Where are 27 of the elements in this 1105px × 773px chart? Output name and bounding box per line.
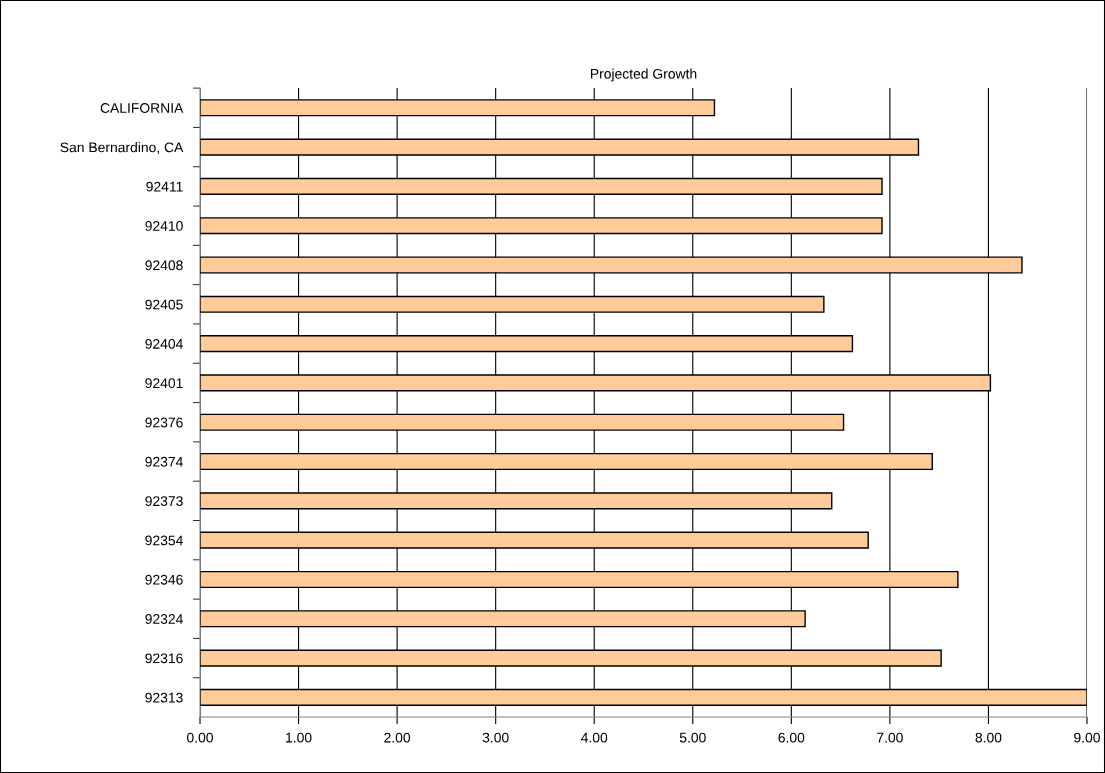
x-tick-label: 1.00 xyxy=(286,732,312,743)
y-tick-label: 92373 xyxy=(145,496,183,507)
x-tick-label: 4.00 xyxy=(581,732,608,743)
y-tick-label: 92324 xyxy=(145,614,183,624)
y-tick-label: 92376 xyxy=(145,417,183,428)
x-tick-label: 5.00 xyxy=(679,732,706,743)
y-tick-label: 92374 xyxy=(145,456,183,467)
y-tick-label: San Bernardino, CA xyxy=(60,142,184,154)
y-tick-label: 92354 xyxy=(145,535,183,546)
x-tick-label: 0.00 xyxy=(187,732,213,743)
y-tick-label: 92408 xyxy=(145,260,183,271)
x-tick-label: 2.00 xyxy=(384,732,411,743)
y-tick-label: 92405 xyxy=(145,299,183,310)
x-tick-label: 7.00 xyxy=(877,732,903,743)
y-tick-label: 92404 xyxy=(145,338,183,349)
x-tick-label: 8.00 xyxy=(975,732,1002,743)
y-tick-label: 92411 xyxy=(146,181,183,192)
chart-title: Projected Growth xyxy=(590,68,697,82)
y-tick-label: 92313 xyxy=(145,692,183,703)
y-tick-label: 92410 xyxy=(145,221,183,231)
y-tick-label: 92401 xyxy=(145,378,183,389)
y-tick-label: 92316 xyxy=(145,653,183,664)
x-tick-label: 6.00 xyxy=(778,732,805,743)
x-tick-label: 3.00 xyxy=(482,732,509,743)
y-tick-label: 92346 xyxy=(145,574,183,585)
x-tick-label: 9.00 xyxy=(1074,732,1100,743)
y-tick-label: CALIFORNIA xyxy=(100,103,184,113)
